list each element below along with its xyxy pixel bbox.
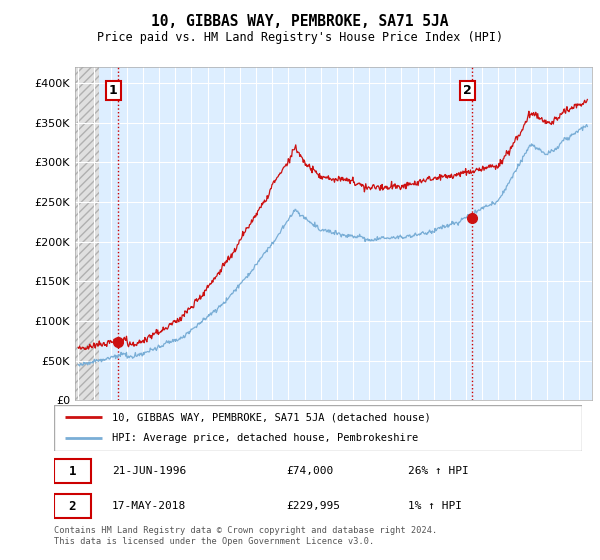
Text: HPI: Average price, detached house, Pembrokeshire: HPI: Average price, detached house, Pemb…	[112, 433, 418, 444]
Text: 10, GIBBAS WAY, PEMBROKE, SA71 5JA (detached house): 10, GIBBAS WAY, PEMBROKE, SA71 5JA (deta…	[112, 412, 431, 422]
Bar	[54, 494, 91, 518]
Text: £74,000: £74,000	[286, 466, 334, 476]
Text: 2: 2	[463, 84, 472, 97]
Text: 2: 2	[69, 500, 76, 512]
Text: 1: 1	[69, 465, 76, 478]
Text: 26% ↑ HPI: 26% ↑ HPI	[408, 466, 469, 476]
Text: Price paid vs. HM Land Registry's House Price Index (HPI): Price paid vs. HM Land Registry's House …	[97, 31, 503, 44]
Text: 17-MAY-2018: 17-MAY-2018	[112, 501, 187, 511]
Bar	[54, 459, 91, 483]
Text: Contains HM Land Registry data © Crown copyright and database right 2024.
This d: Contains HM Land Registry data © Crown c…	[54, 526, 437, 546]
Bar	[75, 67, 99, 400]
Text: £229,995: £229,995	[286, 501, 340, 511]
Text: 10, GIBBAS WAY, PEMBROKE, SA71 5JA: 10, GIBBAS WAY, PEMBROKE, SA71 5JA	[151, 14, 449, 29]
Text: 21-JUN-1996: 21-JUN-1996	[112, 466, 187, 476]
Text: 1: 1	[109, 84, 118, 97]
Text: 1% ↑ HPI: 1% ↑ HPI	[408, 501, 462, 511]
